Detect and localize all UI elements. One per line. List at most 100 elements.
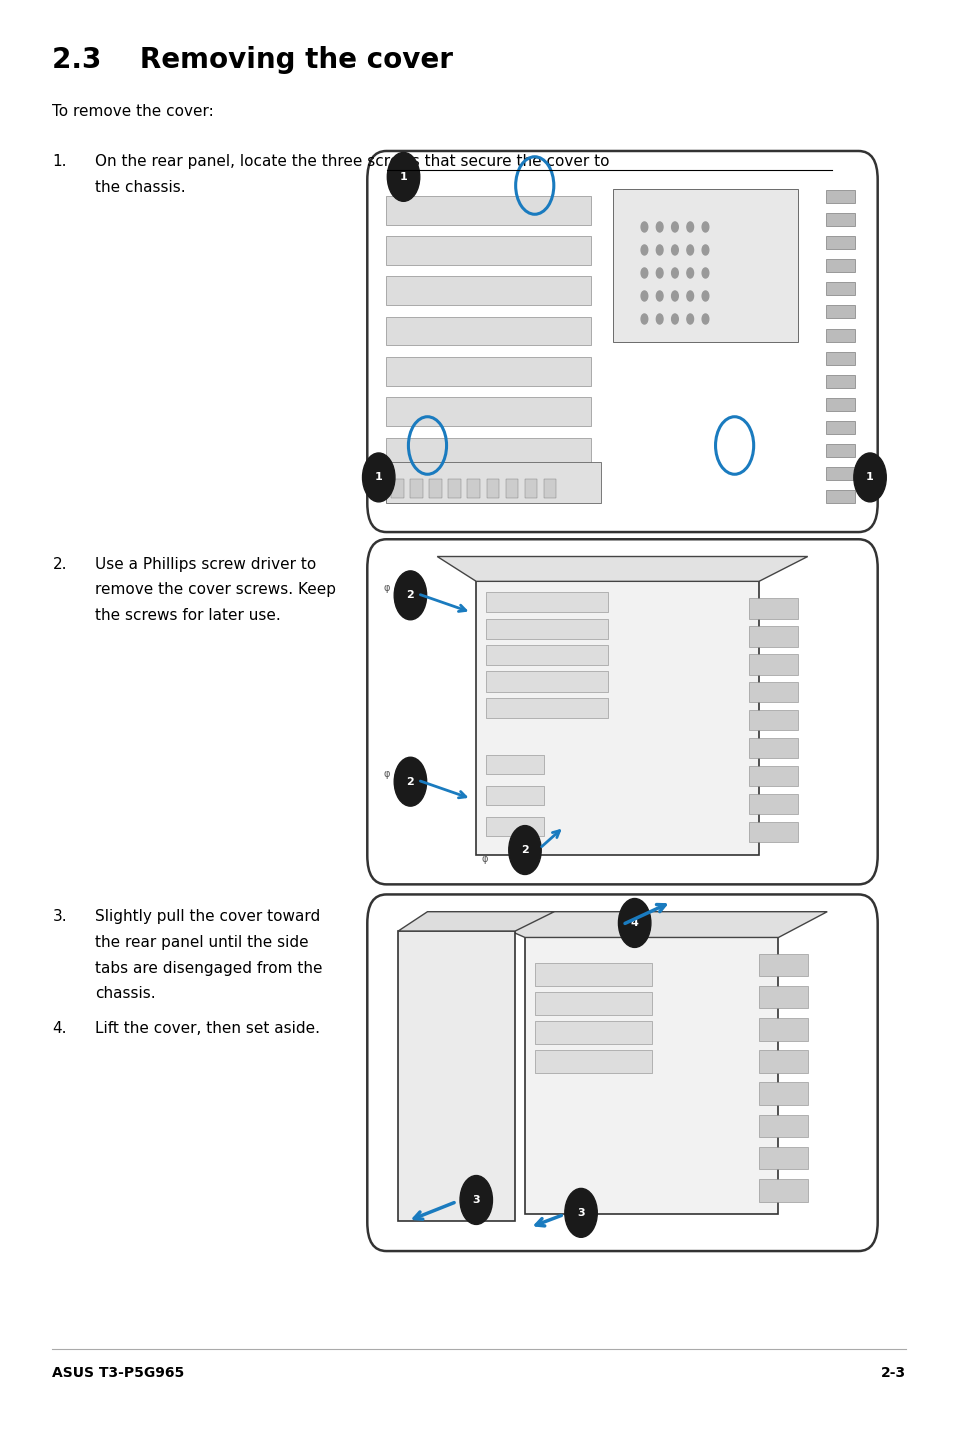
Bar [748,627,797,647]
Circle shape [394,758,426,807]
Circle shape [656,290,662,301]
Bar [825,398,854,411]
Circle shape [686,313,693,324]
Bar [535,1050,651,1073]
Circle shape [701,244,708,255]
Bar [825,213,854,226]
Circle shape [701,290,708,301]
Circle shape [671,244,678,255]
Text: Slightly pull the cover toward: Slightly pull the cover toward [95,909,320,923]
Bar [748,823,797,843]
Bar [476,581,759,854]
Circle shape [618,899,650,948]
Bar [448,479,460,498]
Circle shape [564,1188,597,1237]
Bar [759,1114,807,1137]
Bar [748,682,797,703]
FancyBboxPatch shape [367,539,877,884]
Bar [485,787,544,805]
Circle shape [701,267,708,278]
Bar [386,397,591,426]
Bar [485,672,607,692]
Circle shape [686,267,693,278]
Bar [485,817,544,835]
Bar [386,462,600,503]
Text: φ: φ [383,582,390,592]
Bar [485,755,544,774]
Bar [825,352,854,365]
Text: 2.3    Removing the cover: 2.3 Removing the cover [52,46,453,73]
Circle shape [686,290,693,301]
Text: 4: 4 [630,917,638,928]
Bar [759,953,807,976]
Circle shape [640,221,647,232]
Bar [485,592,607,613]
Circle shape [362,453,395,502]
Polygon shape [436,557,807,581]
Bar [386,236,591,265]
Circle shape [671,313,678,324]
Circle shape [640,290,647,301]
Text: the rear panel until the side: the rear panel until the side [95,935,309,949]
Circle shape [656,267,662,278]
Bar [386,316,591,345]
Bar [505,479,517,498]
Circle shape [640,244,647,255]
Polygon shape [397,912,554,930]
Circle shape [671,221,678,232]
Bar [391,479,403,498]
Text: 2: 2 [520,846,528,856]
Bar [524,938,778,1215]
Bar [748,710,797,731]
Text: 1.: 1. [52,154,67,168]
Bar [759,1148,807,1169]
Text: On the rear panel, locate the three screws that secure the cover to: On the rear panel, locate the three scre… [95,154,609,168]
Circle shape [640,267,647,278]
Text: tabs are disengaged from the: tabs are disengaged from the [95,961,322,975]
Bar [524,479,537,498]
Bar [748,738,797,758]
Bar [543,479,556,498]
Bar [759,986,807,1008]
Bar [759,1018,807,1041]
Bar [485,646,607,666]
Bar [386,437,591,466]
Bar [535,1021,651,1044]
Circle shape [686,244,693,255]
Text: 3: 3 [577,1208,584,1218]
Bar [748,598,797,618]
Text: 1: 1 [375,473,382,482]
Bar [825,375,854,388]
Circle shape [853,453,885,502]
FancyBboxPatch shape [367,151,877,532]
Bar [759,1179,807,1202]
Circle shape [686,221,693,232]
Bar [485,618,607,638]
Bar [535,992,651,1015]
Circle shape [387,152,419,201]
Bar [825,236,854,249]
Text: 3.: 3. [52,909,67,923]
Bar [825,282,854,295]
Bar [825,305,854,318]
Bar [759,1050,807,1073]
Bar [386,357,591,385]
Bar [759,1083,807,1104]
Circle shape [508,825,540,874]
Circle shape [671,290,678,301]
Bar [535,963,651,986]
Circle shape [459,1175,492,1224]
Bar [467,479,479,498]
Text: ASUS T3-P5G965: ASUS T3-P5G965 [52,1366,185,1380]
Circle shape [640,313,647,324]
Bar [825,490,854,503]
Text: chassis.: chassis. [95,986,156,1001]
Circle shape [656,221,662,232]
Text: the screws for later use.: the screws for later use. [95,608,281,623]
Circle shape [701,221,708,232]
Text: 2: 2 [406,591,414,600]
Bar [825,259,854,272]
Bar [825,329,854,342]
Bar [748,794,797,814]
Bar [410,479,422,498]
